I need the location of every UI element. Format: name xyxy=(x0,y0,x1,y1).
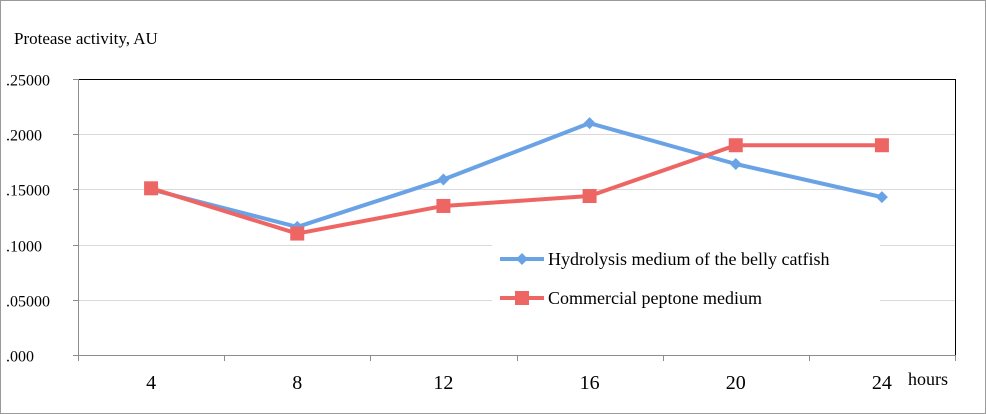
data-point xyxy=(875,191,888,204)
x-tick-label: 20 xyxy=(726,372,746,394)
y-tick-label: .000 xyxy=(6,349,34,366)
series-2 xyxy=(144,138,889,241)
legend-label: Hydrolysis medium of the belly catfish xyxy=(548,249,829,269)
data-point xyxy=(583,117,596,130)
data-point xyxy=(729,158,742,171)
series-group xyxy=(144,117,889,241)
y-axis-label: Protease activity, AU xyxy=(14,29,158,48)
plot-area xyxy=(78,79,956,356)
legend-marker xyxy=(515,291,529,305)
data-point xyxy=(144,181,159,196)
x-tick-label: 24 xyxy=(872,372,892,394)
data-point xyxy=(728,138,743,153)
legend-item: Commercial peptone medium xyxy=(500,288,762,308)
x-tick-label: 8 xyxy=(292,372,302,394)
y-tick-label: .2000 xyxy=(6,128,42,145)
data-point xyxy=(436,198,451,213)
legend: Hydrolysis medium of the belly catfish Co… xyxy=(492,238,880,312)
x-tick-label: 16 xyxy=(580,372,600,394)
series-line xyxy=(150,121,883,229)
legend-box xyxy=(492,238,880,312)
data-point xyxy=(582,189,597,204)
legend-item: Hydrolysis medium of the belly catfish xyxy=(500,249,829,269)
data-point xyxy=(437,173,450,186)
legend-marker xyxy=(516,253,528,265)
data-point xyxy=(290,226,305,241)
x-tick-label: 4 xyxy=(146,372,156,394)
y-tick-label: .15000 xyxy=(6,183,50,200)
x-axis-ticks: 4 8 12 16 20 24 xyxy=(78,355,956,394)
data-point xyxy=(874,138,889,153)
x-axis-label: hours xyxy=(908,369,948,389)
y-tick-label: .05000 xyxy=(6,294,50,311)
series-line xyxy=(150,143,882,236)
y-tick-label: .1000 xyxy=(6,239,42,256)
y-axis-ticks: .000 .05000 .1000 .15000 .2000 .25000 xyxy=(6,73,78,366)
x-tick-label: 12 xyxy=(433,372,453,394)
y-tick-label: .25000 xyxy=(6,73,50,90)
legend-label: Commercial peptone medium xyxy=(548,288,762,308)
